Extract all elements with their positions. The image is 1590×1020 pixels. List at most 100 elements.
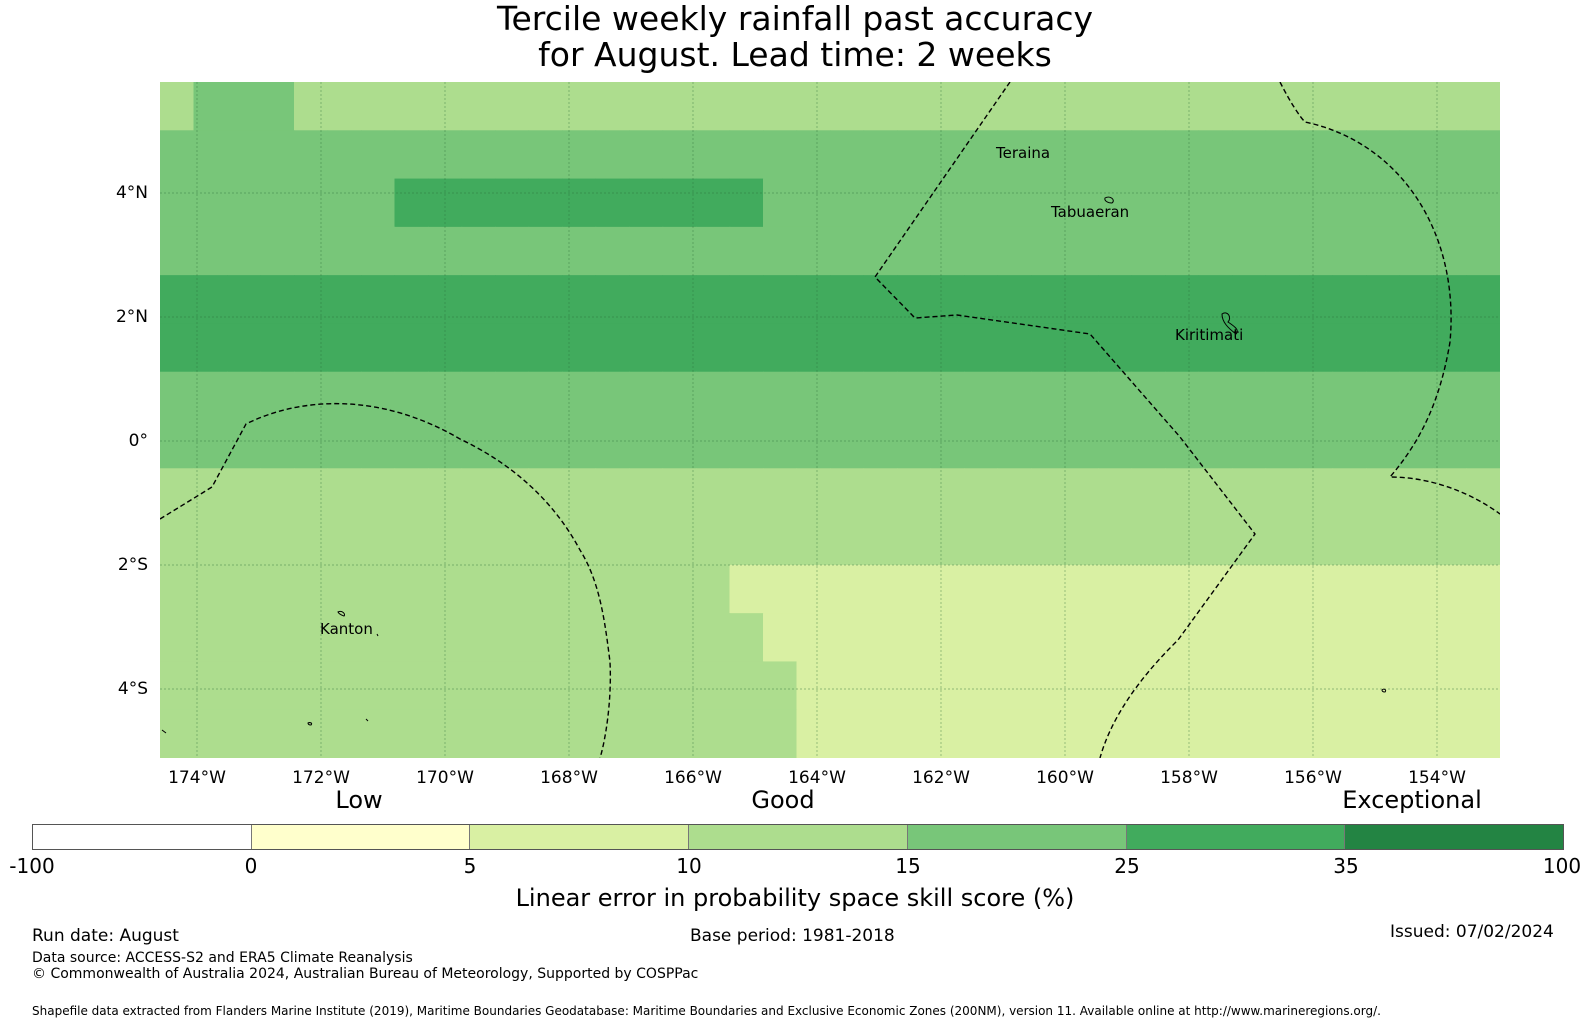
skill-grid-cell <box>1232 130 1267 180</box>
skill-grid-cell <box>1165 709 1200 758</box>
skill-grid-cell <box>394 613 429 663</box>
skill-grid-cell <box>897 275 932 325</box>
skill-grid-cell <box>796 323 831 373</box>
skill-grid-cell <box>361 661 396 711</box>
skill-grid-cell <box>1198 661 1233 711</box>
skill-grid-cell <box>1131 275 1166 325</box>
skill-grid-cell <box>260 468 295 518</box>
skill-grid-cell <box>1064 516 1099 566</box>
skill-grid-cell <box>1131 178 1166 228</box>
skill-grid-cell <box>796 275 831 325</box>
skill-grid-cell <box>1399 226 1434 276</box>
skill-grid-cell <box>1299 564 1334 614</box>
skill-grid-cell <box>361 709 396 758</box>
skill-grid-cell <box>461 130 496 180</box>
skill-grid-cell <box>528 323 563 373</box>
skill-grid-cell <box>1165 420 1200 469</box>
skill-grid-cell <box>863 323 898 373</box>
skill-grid-cell <box>629 516 664 566</box>
skill-grid-cell <box>461 82 496 131</box>
skill-grid-cell <box>1433 275 1468 325</box>
skill-grid-cell <box>1198 275 1233 325</box>
skill-grid <box>160 82 1500 758</box>
skill-grid-cell <box>897 709 932 758</box>
skill-grid-cell <box>193 275 228 325</box>
skill-grid-cell <box>863 613 898 663</box>
skill-grid-cell <box>1131 371 1166 421</box>
skill-grid-cell <box>1131 564 1166 614</box>
skill-grid-cell <box>1198 178 1233 228</box>
skill-grid-cell <box>1299 468 1334 518</box>
skill-grid-cell <box>495 709 530 758</box>
skill-grid-cell <box>327 468 362 518</box>
place-label-kanton: Kanton <box>320 620 373 638</box>
skill-grid-cell <box>696 420 731 469</box>
skill-grid-cell <box>1165 564 1200 614</box>
skill-grid-cell <box>1031 178 1066 228</box>
skill-grid-cell <box>193 613 228 663</box>
skill-grid-cell <box>964 275 999 325</box>
skill-grid-cell <box>1466 130 1500 180</box>
skill-grid-cell <box>1165 275 1200 325</box>
skill-grid-cell <box>1332 371 1367 421</box>
lon-tick-label: 156°W <box>1284 768 1342 788</box>
skill-grid-cell <box>327 564 362 614</box>
skill-grid-cell <box>461 661 496 711</box>
lon-tick-label: 166°W <box>664 768 722 788</box>
skill-grid-cell <box>394 82 429 131</box>
skill-grid-cell <box>662 130 697 180</box>
skill-grid-cell <box>294 613 329 663</box>
skill-grid-cell <box>1299 613 1334 663</box>
skill-grid-cell <box>1232 709 1267 758</box>
skill-grid-cell <box>1265 371 1300 421</box>
skill-grid-cell <box>1098 130 1133 180</box>
skill-grid-cell <box>528 226 563 276</box>
skill-grid-cell <box>361 516 396 566</box>
skill-grid-cell <box>629 709 664 758</box>
skill-grid-cell <box>461 564 496 614</box>
skill-grid-cell <box>595 661 630 711</box>
skill-grid-cell <box>495 275 530 325</box>
skill-grid-cell <box>796 709 831 758</box>
skill-grid-cell <box>830 564 865 614</box>
skill-grid-cell <box>595 468 630 518</box>
skill-grid-cell <box>461 226 496 276</box>
skill-grid-cell <box>294 82 329 131</box>
colorbar-segment <box>1126 825 1346 849</box>
skill-grid-cell <box>495 613 530 663</box>
skill-grid-cell <box>461 275 496 325</box>
lon-tick-label: 162°W <box>912 768 970 788</box>
skill-grid-cell <box>964 468 999 518</box>
skill-grid-cell <box>863 178 898 228</box>
skill-grid-cell <box>1098 226 1133 276</box>
skill-grid-cell <box>1399 420 1434 469</box>
run-date: Run date: August <box>32 926 179 946</box>
skill-grid-cell <box>394 709 429 758</box>
skill-grid-cell <box>1466 323 1500 373</box>
skill-grid-cell <box>796 226 831 276</box>
skill-grid-cell <box>629 661 664 711</box>
skill-grid-cell <box>1299 178 1334 228</box>
skill-grid-cell <box>662 371 697 421</box>
skill-grid-cell <box>830 516 865 566</box>
skill-grid-cell <box>1366 564 1401 614</box>
skill-grid-cell <box>930 516 965 566</box>
skill-grid-cell <box>863 516 898 566</box>
skill-grid-cell <box>227 709 262 758</box>
skill-grid-cell <box>863 82 898 131</box>
skill-grid-cell <box>930 709 965 758</box>
skill-grid-cell <box>260 420 295 469</box>
skill-grid-cell <box>361 178 396 228</box>
issued-date: Issued: 07/02/2024 <box>1390 922 1554 942</box>
skill-grid-cell <box>361 420 396 469</box>
skill-grid-cell <box>729 275 764 325</box>
skill-grid-cell <box>997 613 1032 663</box>
skill-grid-cell <box>629 564 664 614</box>
skill-grid-cell <box>528 178 563 228</box>
skill-grid-cell <box>227 226 262 276</box>
skill-grid-cell <box>1366 661 1401 711</box>
lon-tick-label: 158°W <box>1160 768 1218 788</box>
skill-grid-cell <box>595 613 630 663</box>
colorbar-category-good: Good <box>751 786 815 814</box>
skill-grid-cell <box>997 661 1032 711</box>
